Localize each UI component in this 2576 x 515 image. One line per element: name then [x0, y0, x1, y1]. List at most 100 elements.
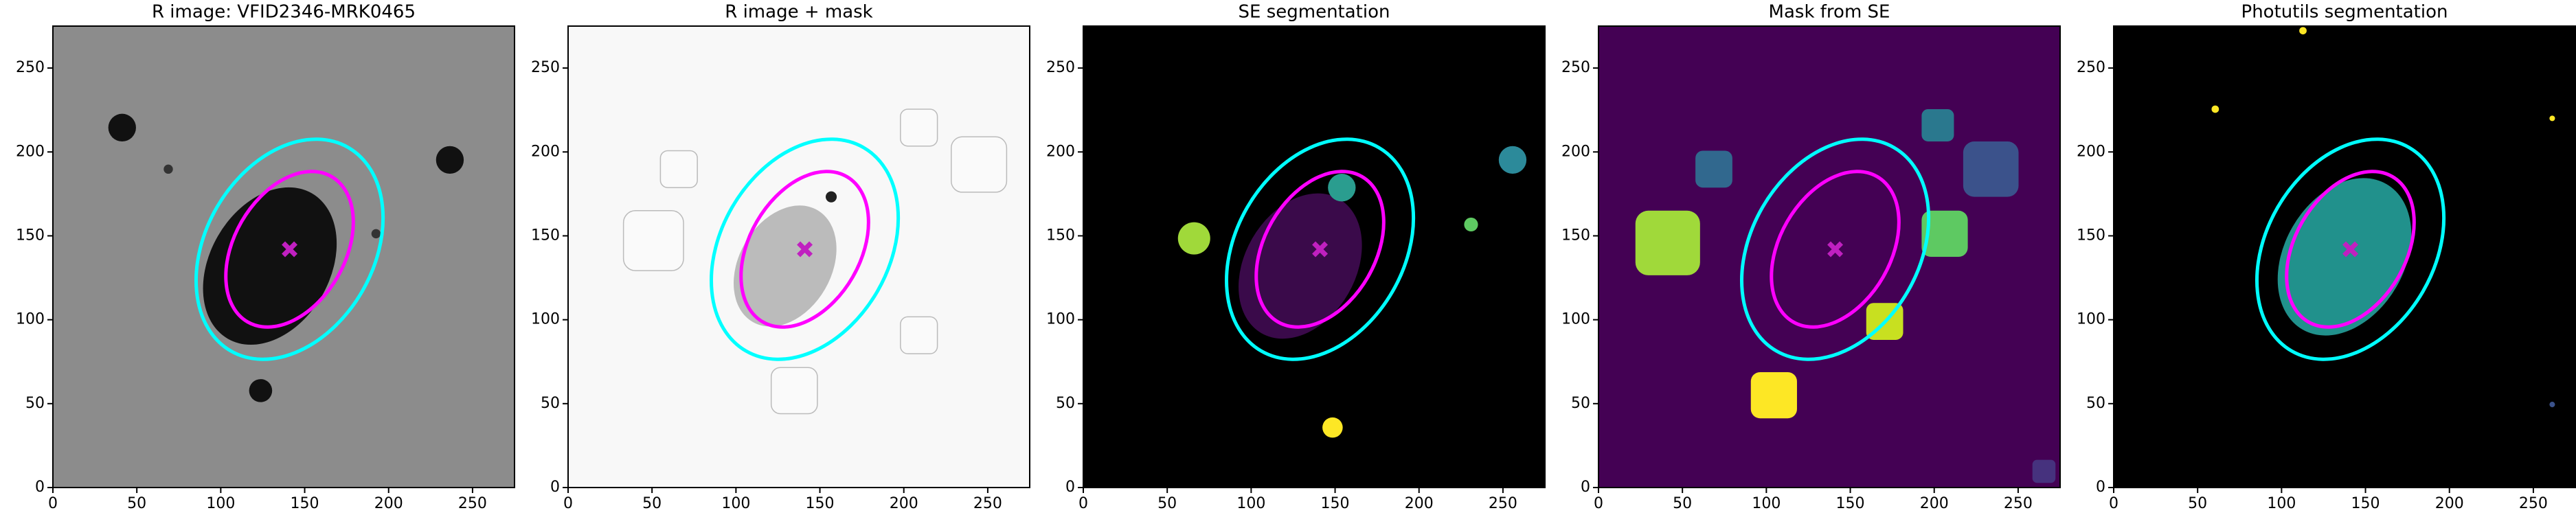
axes: R image + mask 0 50 100 150 200 250 0 50 100 150 20… [531, 2, 1030, 512]
y-tick-label: 100 [2077, 311, 2105, 328]
x-tick-label: 50 [1673, 495, 1692, 512]
blob [734, 205, 837, 327]
y-tick-label: 200 [1561, 143, 1590, 160]
aperture-ellipse [224, 170, 355, 329]
axes-title: Photutils segmentation [2241, 2, 2448, 23]
axes-frame [52, 25, 515, 488]
axes-frame [567, 25, 1030, 488]
y-tick-label: 250 [1046, 59, 1075, 76]
axes-title: R image + mask [725, 2, 873, 23]
blob [900, 108, 938, 147]
y-tick-label: 100 [1046, 311, 1075, 328]
blob [1635, 210, 1700, 275]
x-tick-label: 100 [721, 495, 750, 512]
aperture-ellipse [1739, 137, 1931, 361]
image [1083, 26, 1545, 488]
y-tick-label: 200 [1046, 143, 1075, 160]
y-tick-label: 250 [2077, 59, 2105, 76]
y-tick-label: 0 [1581, 479, 1590, 496]
blob [1177, 222, 1210, 255]
axes-title: Mask from SE [1769, 2, 1890, 23]
x-tick-label: 50 [1157, 495, 1177, 512]
aperture-ellipse [739, 170, 870, 329]
y-tick-label: 150 [16, 227, 45, 244]
x-tick-label: 200 [1405, 495, 1434, 512]
y-tick-label: 50 [2086, 395, 2105, 412]
x-tick-label: 50 [2188, 495, 2207, 512]
y-tick-label: 0 [550, 479, 560, 496]
x-tick-label: 200 [1920, 495, 1949, 512]
blob [2549, 402, 2555, 408]
y-tick-label: 150 [1046, 227, 1075, 244]
x-tick-label: 100 [206, 495, 235, 512]
x-tick-label: 200 [2435, 495, 2464, 512]
x-tick-label: 250 [2004, 495, 2033, 512]
y-tick-label: 50 [541, 395, 560, 412]
y-tick-label: 250 [16, 59, 45, 76]
axes: SE segmentation 0 50 100 150 200 250 0 50 100 150 2… [1046, 2, 1546, 512]
axes-frame [1083, 25, 1546, 488]
aperture-ellipse [709, 137, 901, 361]
y-tick-label: 150 [1561, 227, 1590, 244]
x-tick-label: 200 [374, 495, 403, 512]
blob [108, 113, 136, 141]
center-marker [797, 241, 813, 258]
center-marker [1312, 241, 1329, 258]
x-tick-label: 250 [458, 495, 487, 512]
blob [163, 164, 173, 174]
center-marker [2342, 241, 2359, 258]
y-tick-label: 200 [2077, 143, 2105, 160]
blob [770, 367, 818, 415]
blob [1750, 372, 1797, 419]
x-tick-label: 150 [1321, 495, 1350, 512]
x-tick-label: 0 [1078, 495, 1088, 512]
blob [1464, 217, 1478, 232]
x-tick-label: 0 [1594, 495, 1603, 512]
blob [371, 229, 381, 239]
y-tick-label: 50 [25, 395, 45, 412]
y-tick-label: 200 [16, 143, 45, 160]
image [568, 26, 1030, 488]
aperture-ellipse [1770, 170, 1901, 329]
aperture-ellipse [2285, 170, 2416, 329]
x-tick-label: 0 [563, 495, 573, 512]
blob [1921, 210, 1968, 257]
axes: Mask from SE 0 50 100 150 200 250 0 50 100 150 200 2… [1561, 2, 2061, 512]
y-tick-label: 0 [2096, 479, 2105, 496]
y-tick-label: 100 [1561, 311, 1590, 328]
blob [1322, 417, 1343, 438]
blob [1328, 174, 1356, 202]
x-tick-label: 0 [48, 495, 58, 512]
aperture-ellipse [194, 137, 385, 361]
center-marker [1827, 241, 1844, 258]
y-tick-label: 50 [1056, 395, 1075, 412]
x-tick-label: 100 [2267, 495, 2296, 512]
blob [1963, 141, 2019, 197]
x-tick-label: 50 [642, 495, 662, 512]
axes-title: R image: VFID2346-MRK0465 [152, 2, 416, 23]
x-tick-label: 150 [2351, 495, 2380, 512]
x-tick-label: 250 [2519, 495, 2548, 512]
x-tick-label: 100 [1236, 495, 1265, 512]
x-tick-label: 250 [973, 495, 1002, 512]
axes-frame [2113, 25, 2576, 488]
x-tick-label: 0 [2109, 495, 2119, 512]
blob [900, 316, 938, 354]
aperture-ellipse [1254, 170, 1386, 329]
blob [951, 136, 1008, 193]
y-tick-label: 250 [531, 59, 560, 76]
x-tick-label: 150 [291, 495, 319, 512]
blob [436, 146, 464, 174]
x-tick-label: 200 [890, 495, 918, 512]
y-tick-label: 50 [1571, 395, 1590, 412]
axes: Photutils segmentation 0 50 100 150 200 250 0 50… [2077, 2, 2576, 512]
x-tick-label: 250 [1489, 495, 1517, 512]
y-tick-label: 150 [531, 227, 560, 244]
center-marker [282, 241, 298, 258]
blob [1695, 150, 1732, 188]
x-tick-label: 100 [1752, 495, 1781, 512]
y-tick-label: 100 [531, 311, 560, 328]
aperture-ellipse [1224, 137, 1416, 361]
blob [2549, 115, 2555, 122]
